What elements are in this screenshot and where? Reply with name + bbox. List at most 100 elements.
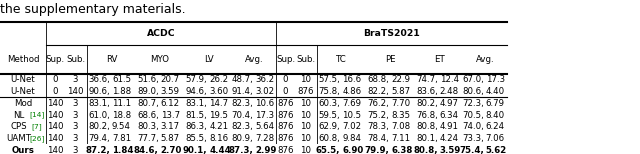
Text: 3.59: 3.59 bbox=[161, 87, 180, 96]
Text: 2.48: 2.48 bbox=[440, 87, 459, 96]
Text: 10: 10 bbox=[300, 75, 312, 84]
Text: 4.40: 4.40 bbox=[486, 87, 505, 96]
Text: 0: 0 bbox=[52, 87, 58, 96]
Text: 876: 876 bbox=[277, 99, 294, 108]
Text: 20.7: 20.7 bbox=[161, 75, 180, 84]
Text: 140: 140 bbox=[67, 87, 84, 96]
Text: 83.1,: 83.1, bbox=[186, 99, 207, 108]
Text: 82.2,: 82.2, bbox=[367, 87, 389, 96]
Text: 79.4,: 79.4, bbox=[88, 134, 110, 143]
Text: 6.12: 6.12 bbox=[161, 99, 180, 108]
Text: 90.6,: 90.6, bbox=[88, 87, 110, 96]
Text: 75.8,: 75.8, bbox=[319, 87, 340, 96]
Text: 87.2,: 87.2, bbox=[85, 146, 110, 154]
Text: 7.06: 7.06 bbox=[486, 134, 505, 143]
Text: 2.70: 2.70 bbox=[161, 146, 182, 154]
Text: 7.11: 7.11 bbox=[391, 134, 410, 143]
Text: 87.3,: 87.3, bbox=[228, 146, 253, 154]
Text: RV: RV bbox=[106, 55, 117, 64]
Text: 73.3,: 73.3, bbox=[462, 134, 484, 143]
Text: 0: 0 bbox=[52, 75, 58, 84]
Text: 10: 10 bbox=[300, 122, 312, 131]
Text: 13.7: 13.7 bbox=[161, 111, 180, 120]
Text: 79.9,: 79.9, bbox=[364, 146, 389, 154]
Text: 6.90: 6.90 bbox=[342, 146, 364, 154]
Text: 80.1,: 80.1, bbox=[416, 134, 438, 143]
Text: 3: 3 bbox=[73, 99, 78, 108]
Text: 89.0,: 89.0, bbox=[137, 87, 159, 96]
Text: 80.2,: 80.2, bbox=[88, 122, 110, 131]
Text: 1.84: 1.84 bbox=[112, 146, 134, 154]
Text: 22.9: 22.9 bbox=[391, 75, 410, 84]
Text: 36.6,: 36.6, bbox=[88, 75, 110, 84]
Text: 80.8,: 80.8, bbox=[416, 122, 438, 131]
Text: 78.4,: 78.4, bbox=[367, 134, 389, 143]
Text: 6.24: 6.24 bbox=[486, 122, 505, 131]
Text: 8.16: 8.16 bbox=[209, 134, 228, 143]
Text: 70.4,: 70.4, bbox=[232, 111, 253, 120]
Text: 62.9,: 62.9, bbox=[319, 122, 340, 131]
Text: 4.44: 4.44 bbox=[209, 146, 231, 154]
Text: Avg.: Avg. bbox=[245, 55, 264, 64]
Text: 67.0,: 67.0, bbox=[462, 75, 484, 84]
Text: [14]: [14] bbox=[29, 112, 45, 118]
Text: 4.86: 4.86 bbox=[342, 87, 362, 96]
Text: 82.3,: 82.3, bbox=[232, 99, 253, 108]
Text: 90.1,: 90.1, bbox=[183, 146, 207, 154]
Text: 16.6: 16.6 bbox=[342, 75, 362, 84]
Text: CPS: CPS bbox=[11, 122, 28, 131]
Text: 4.24: 4.24 bbox=[440, 134, 459, 143]
Text: 876: 876 bbox=[277, 111, 294, 120]
Text: Sub.: Sub. bbox=[296, 55, 316, 64]
Text: 9.54: 9.54 bbox=[112, 122, 131, 131]
Text: 60.8,: 60.8, bbox=[319, 134, 340, 143]
Text: 3.59: 3.59 bbox=[440, 146, 461, 154]
Text: 7.08: 7.08 bbox=[391, 122, 410, 131]
Text: Sup.: Sup. bbox=[45, 55, 65, 64]
Text: 7.28: 7.28 bbox=[255, 134, 275, 143]
Text: 75.2,: 75.2, bbox=[367, 111, 389, 120]
Text: 82.3,: 82.3, bbox=[232, 122, 253, 131]
Text: 3: 3 bbox=[73, 122, 78, 131]
Text: 10: 10 bbox=[300, 111, 312, 120]
Text: 17.3: 17.3 bbox=[255, 111, 275, 120]
Text: 26.2: 26.2 bbox=[209, 75, 228, 84]
Text: 17.3: 17.3 bbox=[486, 75, 505, 84]
Text: 80.7,: 80.7, bbox=[137, 99, 159, 108]
Text: 59.5,: 59.5, bbox=[319, 111, 340, 120]
Text: 3: 3 bbox=[73, 134, 78, 143]
Text: Method: Method bbox=[7, 55, 39, 64]
Text: 10.5: 10.5 bbox=[342, 111, 362, 120]
Text: 57.5,: 57.5, bbox=[319, 75, 340, 84]
Text: 76.2,: 76.2, bbox=[367, 99, 389, 108]
Text: 80.2,: 80.2, bbox=[416, 99, 438, 108]
Text: Sup.: Sup. bbox=[276, 55, 295, 64]
Text: 3.02: 3.02 bbox=[255, 87, 275, 96]
Text: 61.5: 61.5 bbox=[112, 75, 131, 84]
Text: 76.8,: 76.8, bbox=[416, 111, 438, 120]
Text: 75.4,: 75.4, bbox=[459, 146, 484, 154]
Text: 10: 10 bbox=[300, 146, 312, 154]
Text: Ours: Ours bbox=[12, 146, 35, 154]
Text: U-Net: U-Net bbox=[11, 75, 35, 84]
Text: 876: 876 bbox=[277, 146, 294, 154]
Text: 36.2: 36.2 bbox=[255, 75, 275, 84]
Text: 4.91: 4.91 bbox=[440, 122, 459, 131]
Text: 876: 876 bbox=[298, 87, 314, 96]
Text: TC: TC bbox=[337, 55, 347, 64]
Text: 78.3,: 78.3, bbox=[367, 122, 389, 131]
Text: 74.7,: 74.7, bbox=[416, 75, 438, 84]
Text: 6.38: 6.38 bbox=[391, 146, 412, 154]
Text: 5.87: 5.87 bbox=[161, 134, 180, 143]
Text: PE: PE bbox=[385, 55, 396, 64]
Text: 140: 140 bbox=[47, 99, 63, 108]
Text: [26]: [26] bbox=[29, 135, 45, 142]
Text: ET: ET bbox=[434, 55, 444, 64]
Text: 4.21: 4.21 bbox=[209, 122, 228, 131]
Text: 19.5: 19.5 bbox=[209, 111, 228, 120]
Text: 5.87: 5.87 bbox=[391, 87, 410, 96]
Text: 5.62: 5.62 bbox=[486, 146, 507, 154]
Text: BraTS2021: BraTS2021 bbox=[364, 29, 420, 38]
Text: 68.6,: 68.6, bbox=[137, 111, 159, 120]
Text: 86.3,: 86.3, bbox=[186, 122, 207, 131]
